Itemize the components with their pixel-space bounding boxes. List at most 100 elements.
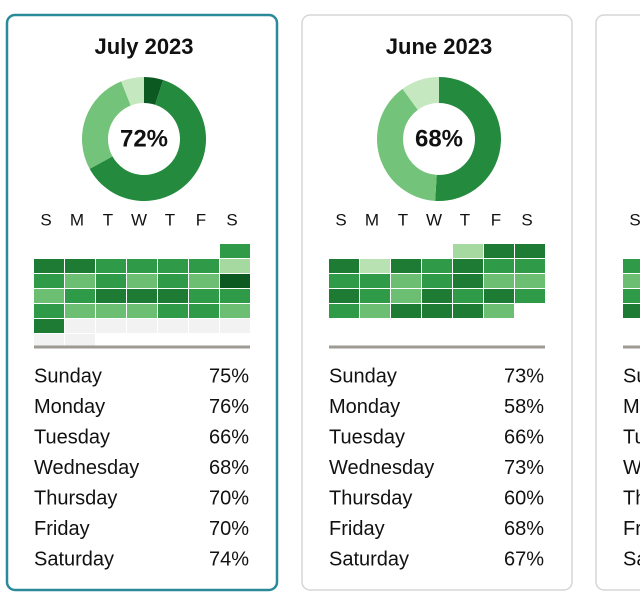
day-cell xyxy=(515,259,545,273)
weekday-percent: 73% xyxy=(504,365,544,387)
day-cell xyxy=(65,259,95,273)
weekday-label: M xyxy=(365,210,379,229)
weekday-percent: 75% xyxy=(209,365,249,387)
day-cell xyxy=(189,274,219,288)
weekday-name: Saturday xyxy=(329,548,409,570)
day-cell xyxy=(65,274,95,288)
day-cell xyxy=(158,274,188,288)
day-cell xyxy=(65,334,95,348)
weekday-name: Monday xyxy=(623,396,640,418)
day-cell xyxy=(127,274,157,288)
weekday-label: T xyxy=(398,210,408,229)
weekday-name: Friday xyxy=(623,518,640,540)
day-cell xyxy=(329,259,359,273)
day-cell xyxy=(515,289,545,303)
weekday-percent: 68% xyxy=(209,457,249,479)
day-cell xyxy=(391,289,421,303)
weekday-percent: 68% xyxy=(504,518,544,540)
day-cell xyxy=(484,304,514,318)
donut-segment xyxy=(144,77,164,105)
day-cell xyxy=(34,304,64,318)
donut-segment xyxy=(121,77,144,106)
day-cell xyxy=(96,259,126,273)
day-cell xyxy=(220,274,250,288)
day-cell xyxy=(127,304,157,318)
weekday-name: Wednesday xyxy=(34,457,139,479)
weekday-name: Tuesday xyxy=(329,426,405,448)
day-cell xyxy=(220,319,250,333)
day-cell xyxy=(515,244,545,258)
day-cell xyxy=(220,304,250,318)
donut-segment xyxy=(435,77,502,201)
day-cell xyxy=(329,304,359,318)
weekday-percent: 70% xyxy=(209,487,249,509)
day-cell xyxy=(127,259,157,273)
day-cell xyxy=(453,289,483,303)
day-cell xyxy=(189,259,219,273)
weekday-percent: 66% xyxy=(209,426,249,448)
day-cell xyxy=(65,319,95,333)
day-cell xyxy=(623,304,640,318)
weekday-percent: 67% xyxy=(504,548,544,570)
day-cell xyxy=(34,334,64,348)
weekday-name: Sunday xyxy=(623,365,640,387)
weekday-percent: 70% xyxy=(209,518,249,540)
weekday-label: T xyxy=(460,210,470,229)
weekday-percent: 60% xyxy=(504,487,544,509)
day-cell xyxy=(453,274,483,288)
weekday-name: Friday xyxy=(329,518,385,540)
day-cell xyxy=(96,319,126,333)
day-cell xyxy=(34,274,64,288)
day-cell xyxy=(484,289,514,303)
day-cell xyxy=(65,289,95,303)
day-cell xyxy=(34,289,64,303)
day-cell xyxy=(484,274,514,288)
day-cell xyxy=(158,289,188,303)
day-cell xyxy=(127,289,157,303)
day-cell xyxy=(220,244,250,258)
day-cell xyxy=(360,289,390,303)
day-cell xyxy=(127,319,157,333)
day-cell xyxy=(329,274,359,288)
day-cell xyxy=(484,244,514,258)
day-cell xyxy=(220,259,250,273)
donut-percent: 72% xyxy=(120,125,168,152)
day-cell xyxy=(422,274,452,288)
card-title: July 2023 xyxy=(94,34,193,59)
weekday-label: T xyxy=(165,210,175,229)
weekday-percent: 74% xyxy=(209,548,249,570)
weekday-name: Saturday xyxy=(34,548,114,570)
weekday-name: Wednesday xyxy=(623,457,640,479)
donut-segment xyxy=(402,77,439,110)
day-cell xyxy=(422,259,452,273)
day-cell xyxy=(189,319,219,333)
weekday-label: S xyxy=(521,210,532,229)
day-cell xyxy=(623,289,640,303)
day-cell xyxy=(623,274,640,288)
weekday-label: S xyxy=(629,210,640,229)
weekday-percent: 58% xyxy=(504,396,544,418)
day-cell xyxy=(422,304,452,318)
weekday-label: S xyxy=(40,210,51,229)
day-cell xyxy=(484,259,514,273)
day-cell xyxy=(360,259,390,273)
weekday-label: F xyxy=(196,210,206,229)
card-title: June 2023 xyxy=(386,34,492,59)
weekday-percent: 66% xyxy=(504,426,544,448)
day-cell xyxy=(158,259,188,273)
weekday-label: S xyxy=(226,210,237,229)
day-cell xyxy=(158,319,188,333)
weekday-label: F xyxy=(491,210,501,229)
weekday-name: Thursday xyxy=(623,487,640,509)
weekday-label: W xyxy=(426,210,442,229)
weekday-name: Tuesday xyxy=(34,426,110,448)
weekday-label: W xyxy=(131,210,147,229)
day-cell xyxy=(391,259,421,273)
day-cell xyxy=(158,304,188,318)
weekday-label: T xyxy=(103,210,113,229)
month-card[interactable]: S Sunday Monday Tuesday Wednesday Thursday Fri… xyxy=(595,14,640,591)
day-cell xyxy=(96,304,126,318)
